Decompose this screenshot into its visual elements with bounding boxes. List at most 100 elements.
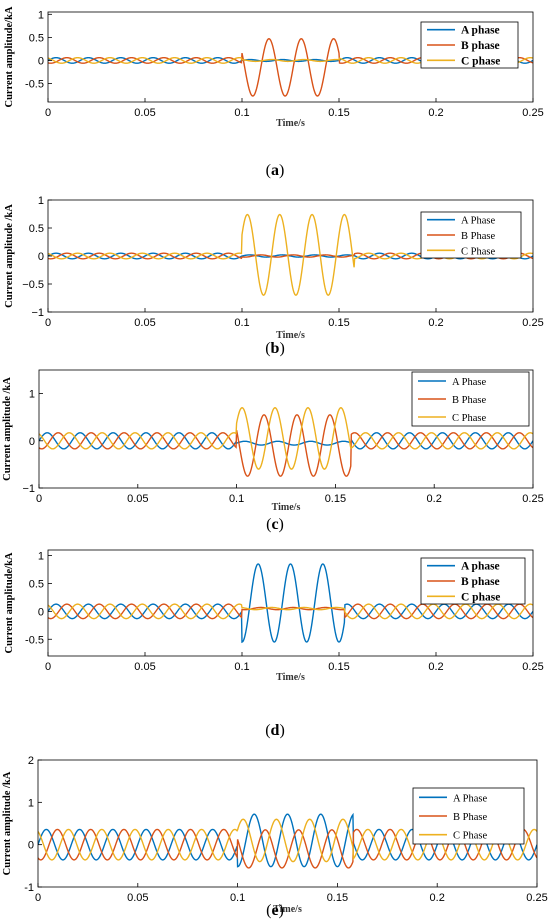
x-tick-label: 0.2 [427, 493, 442, 505]
x-tick-label: 0 [45, 317, 51, 329]
caption-d: (d) [265, 722, 285, 739]
caption-a: (a) [265, 162, 285, 179]
legend: A Phase B Phase C Phase [412, 787, 525, 845]
x-tick-label: 0.15 [328, 317, 349, 329]
legend: A phase B phase C phase [420, 557, 526, 605]
legend-label: C phase [461, 591, 500, 603]
chart-b: 0 0.05 0.1 0.15 0.2 0.25 −1 −0.5 0 0.5 1 Time/s Curr… [4, 195, 544, 341]
series-line-a [48, 563, 533, 644]
legend-label: A Phase [461, 216, 495, 227]
y-tick-label: 0.5 [29, 578, 44, 590]
y-tick-label: -0.5 [25, 79, 44, 91]
x-tick-label: 0.2 [428, 661, 443, 673]
caption-e: (e) [266, 902, 284, 919]
series-line-c [39, 407, 533, 470]
x-tick-label: 0.2 [428, 107, 443, 119]
x-axis-label: Time/s [276, 118, 305, 129]
x-tick-label: 0.05 [134, 107, 155, 119]
plot-frame [47, 549, 534, 657]
x-tick-label: 0.15 [327, 892, 348, 904]
legend-label: A phase [461, 25, 500, 37]
y-tick-label: -1 [24, 882, 34, 894]
legend-label: A Phase [453, 793, 487, 804]
x-axis-label: Time/s [273, 904, 302, 915]
x-axis-label: Time/s [272, 502, 301, 513]
x-tick-label: 0.25 [522, 661, 543, 673]
legend-label: B phase [461, 576, 500, 588]
legend-label: A Phase [452, 377, 486, 388]
y-axis-label: Current amplitude/kA [4, 6, 15, 107]
figure-panel-d: 0 0.05 0.1 0.15 0.2 0.25 -0.5 0 0.5 1 Time/s Curren… [0, 544, 550, 744]
y-tick-label: 1 [38, 551, 44, 563]
y-axis-label: Current amplitude/kA [4, 552, 15, 653]
x-tick-label: 0.25 [522, 107, 543, 119]
plot-frame [47, 11, 534, 103]
series-line-c [48, 603, 533, 620]
x-tick-label: 0 [45, 107, 51, 119]
x-tick-label: 0 [45, 661, 51, 673]
x-tick-label: 0.2 [430, 892, 445, 904]
y-tick-label: 1 [29, 389, 35, 401]
x-axis-label: Time/s [276, 672, 305, 683]
legend-label: B Phase [452, 395, 486, 406]
x-tick-label: 0.1 [234, 107, 249, 119]
legend-label: C phase [461, 55, 500, 67]
figure-panel-e: 0 0.05 0.1 0.15 0.2 0.25 -1 0 1 2 Time/s Current am… [0, 744, 550, 924]
figure-panel-c: 0 0.05 0.1 0.15 0.2 0.25 −1 0 1 Time/s Current amp… [0, 366, 550, 542]
x-tick-label: 0.1 [234, 317, 249, 329]
y-tick-label: 1 [38, 9, 44, 21]
legend-label: A phase [461, 561, 500, 573]
x-tick-label: 0.15 [325, 493, 346, 505]
y-tick-label: 0.5 [29, 223, 44, 235]
series-line-c [38, 818, 537, 863]
y-tick-label: 0.5 [29, 32, 44, 44]
legend-label: C Phase [453, 831, 487, 842]
chart-d: 0 0.05 0.1 0.15 0.2 0.25 -0.5 0 0.5 1 Time/s Curren… [4, 549, 544, 683]
y-tick-label: 0 [28, 840, 34, 852]
figure-panel-b: 0 0.05 0.1 0.15 0.2 0.25 −1 −0.5 0 0.5 1 Time/s Curr… [0, 190, 550, 370]
y-tick-label: 0 [38, 251, 44, 263]
x-tick-label: 0.15 [328, 661, 349, 673]
x-tick-label: 0.05 [134, 661, 155, 673]
legend: A Phase B Phase C Phase [420, 211, 522, 259]
legend-label: B Phase [461, 231, 495, 242]
legend: A Phase B Phase C Phase [411, 371, 530, 427]
x-tick-label: 0.1 [229, 493, 244, 505]
legend-label: B Phase [453, 812, 487, 823]
y-tick-label: 0 [38, 606, 44, 618]
x-axis-label: Time/s [276, 330, 305, 341]
legend-label: B phase [461, 40, 500, 52]
x-tick-label: 0.15 [328, 107, 349, 119]
legend-label: C Phase [461, 246, 495, 257]
x-tick-label: 0.1 [234, 661, 249, 673]
x-tick-label: 0.25 [522, 317, 543, 329]
y-tick-label: 0 [29, 436, 35, 448]
caption-c: (c) [266, 516, 284, 533]
plot-frame [38, 369, 534, 489]
y-tick-label: 1 [38, 195, 44, 207]
x-tick-label: 0.25 [522, 493, 543, 505]
y-axis-label: Current amplitude /kA [2, 771, 13, 875]
series-line-a [39, 432, 533, 450]
series-line-a [38, 812, 537, 868]
y-tick-label: 2 [28, 755, 34, 767]
x-tick-label: 0.25 [526, 892, 547, 904]
legend-label: C Phase [452, 413, 486, 424]
y-tick-label: −1 [31, 307, 44, 319]
x-tick-label: 0 [35, 892, 41, 904]
y-tick-label: −1 [22, 483, 35, 495]
x-tick-label: 0.05 [134, 317, 155, 329]
x-tick-label: 0 [36, 493, 42, 505]
x-tick-label: 0.2 [428, 317, 443, 329]
figure-panel-a: 0 0.05 0.1 0.15 0.2 0.25 -0.5 0 0.5 1 Time/s Curren… [0, 0, 550, 186]
legend: A phase B phase C phase [420, 21, 519, 69]
caption-b: (b) [265, 340, 285, 357]
x-tick-label: 0.1 [230, 892, 245, 904]
y-tick-label: −0.5 [22, 279, 44, 291]
y-tick-label: 0 [38, 55, 44, 67]
y-tick-label: -0.5 [25, 634, 44, 646]
y-axis-label: Current amplitude /kA [2, 377, 13, 481]
chart-a: 0 0.05 0.1 0.15 0.2 0.25 -0.5 0 0.5 1 Time/s Curren… [4, 6, 544, 129]
